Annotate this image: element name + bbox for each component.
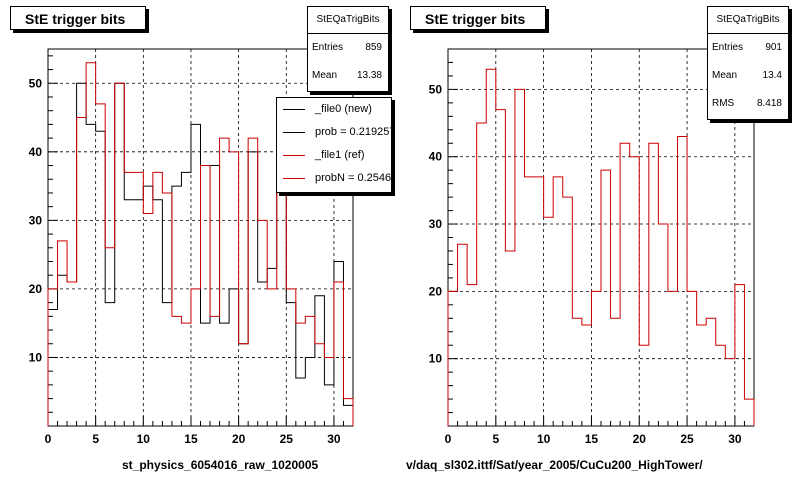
- right-stats-box: StEQaTrigBits Entries 901 Mean 13.4 RMS …: [707, 6, 789, 120]
- legend-entry: _file0 (new): [277, 98, 391, 121]
- x-tick-label: 15: [585, 432, 599, 446]
- stat-key: Entries: [312, 42, 344, 53]
- legend-label: prob = 0.219257: [315, 126, 392, 138]
- x-tick-label: 25: [280, 432, 294, 446]
- left-title: StE trigger bits: [10, 6, 146, 30]
- histogram-series-1: [47, 62, 354, 426]
- x-tick-label: 10: [537, 432, 551, 446]
- stat-value: 13.4: [762, 70, 782, 81]
- stat-value: 13.38: [356, 70, 382, 81]
- y-tick-label: 50: [29, 76, 43, 90]
- left-stats-mean: Mean 13.38: [308, 62, 388, 90]
- left-stats-entries: Entries 859: [308, 34, 388, 62]
- legend-swatch: [283, 155, 305, 156]
- x-tick-label: 15: [184, 432, 198, 446]
- legend-entry: prob = 0.219257: [277, 121, 391, 144]
- legend-swatch: [283, 109, 305, 110]
- legend-label: probN = 0.254688: [315, 172, 392, 184]
- legend-label: _file0 (new): [315, 103, 372, 115]
- left-stats-box: StEQaTrigBits Entries 859 Mean 13.38: [307, 6, 389, 92]
- x-tick-label: 30: [327, 432, 341, 446]
- left-legend: _file0 (new) prob = 0.219257 _file1 (ref…: [276, 97, 392, 193]
- legend-swatch: [283, 132, 305, 133]
- y-tick-label: 30: [29, 213, 43, 227]
- stat-value: 8.418: [756, 98, 782, 109]
- left-x-axis-label: st_physics_6054016_raw_1020005: [122, 458, 319, 472]
- legend-entry: _file1 (ref): [277, 144, 391, 167]
- y-tick-label: 10: [29, 350, 43, 364]
- y-tick-label: 20: [429, 284, 443, 298]
- stat-value: 901: [765, 42, 782, 53]
- right-title: StE trigger bits: [410, 6, 546, 30]
- x-tick-label: 5: [92, 432, 99, 446]
- histogram-series-0: [47, 82, 354, 426]
- stat-key: Entries: [712, 42, 744, 53]
- right-stats-name: StEQaTrigBits: [708, 7, 788, 34]
- x-tick-label: 0: [445, 432, 452, 446]
- legend-swatch: [283, 178, 305, 179]
- y-tick-label: 50: [429, 82, 443, 96]
- right-stats-mean: Mean 13.4: [708, 62, 788, 90]
- y-tick-label: 30: [429, 217, 443, 231]
- x-tick-label: 10: [137, 432, 151, 446]
- y-tick-label: 40: [429, 150, 443, 164]
- stat-key: Mean: [712, 70, 738, 81]
- legend-label: _file1 (ref): [315, 149, 365, 161]
- x-tick-label: 0: [45, 432, 52, 446]
- right-stats-entries: Entries 901: [708, 34, 788, 62]
- stat-key: RMS: [712, 98, 735, 109]
- y-tick-label: 20: [29, 282, 43, 296]
- stat-value: 859: [365, 42, 382, 53]
- x-tick-label: 20: [633, 432, 647, 446]
- y-tick-label: 10: [429, 352, 443, 366]
- legend-entry: probN = 0.254688: [277, 167, 391, 190]
- x-tick-label: 25: [680, 432, 694, 446]
- left-stats-name: StEQaTrigBits: [308, 7, 388, 34]
- x-tick-label: 30: [728, 432, 742, 446]
- histogram-series-0: [447, 68, 755, 426]
- stat-key: Mean: [312, 70, 338, 81]
- y-tick-label: 40: [29, 145, 43, 159]
- x-tick-label: 20: [232, 432, 246, 446]
- right-x-axis-label: v/daq_sl302.ittf/Sat/year_2005/CuCu200_H…: [406, 458, 703, 472]
- right-histogram: 0 5 10 15 20 25 30 10 20 30 40 50: [429, 48, 755, 446]
- x-tick-label: 5: [492, 432, 499, 446]
- right-stats-rms: RMS 8.418: [708, 90, 788, 118]
